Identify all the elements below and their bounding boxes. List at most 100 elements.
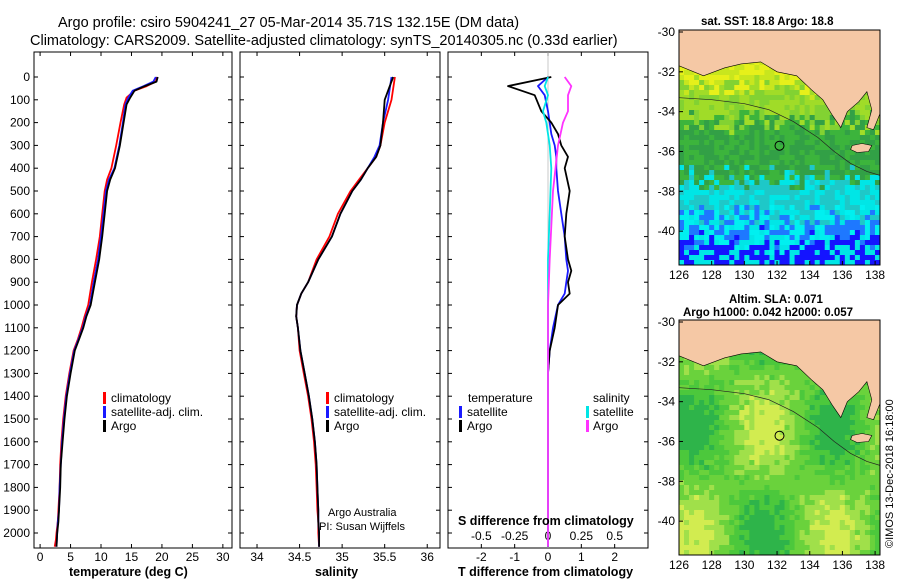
plot-frame (33, 51, 233, 549)
sst-map-title: sat. SST: 18.8 Argo: 18.8 (701, 16, 834, 28)
y-tick-label: 1500 (3, 412, 30, 426)
s-difference-axis-label: S difference from climatology (458, 514, 634, 528)
argo-position-marker (774, 140, 785, 151)
x-tick-label: 2 (611, 550, 618, 564)
map-x-tick-label: 134 (800, 268, 820, 282)
legend-argo: Argo (111, 419, 137, 433)
legend-s-satellite: satellite (593, 405, 634, 419)
t-difference-axis-label: T difference from climatology (458, 565, 633, 579)
y-tick-label: 400 (10, 161, 30, 175)
title-line-1: Argo profile: csiro 5904241_27 05-Mar-20… (58, 15, 519, 31)
x-tick-label: 0 (545, 550, 552, 564)
y-tick-label: 700 (10, 230, 30, 244)
series-line-s-argo (547, 76, 573, 547)
difference-panel: -2 -1 0 1 2-0.5 -0.25 0 0.25 0.5 (447, 51, 649, 564)
sla-map: 126 128 130 132 134 136 138 -30 -32 -34 -36 -38 -40 (658, 315, 886, 572)
map-frame (678, 319, 881, 556)
annotation-argo-australia: Argo Australia (328, 507, 397, 519)
s-diff-tick-label: 0.25 (570, 529, 594, 543)
isobath-line (679, 387, 880, 466)
x-tick-label: 35 (335, 550, 349, 564)
map-y-tick-label: -30 (658, 315, 676, 329)
depth-axis: 0 100 200 300 400 500 600 700 800 900 1000 1100 1200… (3, 70, 30, 540)
map-x-tick-label: 132 (767, 268, 787, 282)
map-x-tick-label: 128 (702, 558, 722, 572)
salinity-legend: climatology satellite-adj. clim. Argo Ar… (319, 391, 426, 533)
sla-map-title: Altim. SLA: 0.071 (729, 294, 824, 306)
x-tick-label: -2 (476, 550, 487, 564)
annotation-pi: PI: Susan Wijffels (319, 521, 405, 533)
y-tick-label: 900 (10, 275, 30, 289)
y-tick-label: 1100 (4, 321, 30, 335)
y-tick-label: 200 (10, 116, 30, 130)
map-y-tick-label: -34 (658, 105, 676, 119)
x-tick-label: 0 (37, 550, 44, 564)
map-y-tick-label: -38 (658, 184, 676, 198)
map-x-tick-label: 138 (865, 558, 885, 572)
map-y-tick-label: -34 (658, 395, 676, 409)
x-tick-label: 36 (421, 550, 435, 564)
y-tick-label: 1900 (3, 503, 30, 517)
y-tick-label: 1000 (3, 298, 30, 312)
x-tick-label: -1 (509, 550, 520, 564)
y-tick-label: 600 (10, 207, 30, 221)
y-tick-label: 0 (23, 70, 30, 84)
map-y-tick-label: -38 (658, 474, 676, 488)
map-y-tick-label: -36 (658, 434, 676, 448)
land-mass (679, 30, 880, 130)
legend-t-satellite: satellite (467, 405, 508, 419)
map-x-tick-label: 136 (832, 558, 852, 572)
temperature-axis-label: temperature (deg C) (69, 565, 188, 579)
map-x-tick-label: 134 (800, 558, 820, 572)
map-x-tick-label: 126 (669, 268, 689, 282)
x-tick-label: 35.5 (373, 550, 397, 564)
map-x-tick-label: 130 (734, 268, 754, 282)
y-tick-label: 1400 (3, 389, 30, 403)
x-tick-label: 10 (94, 550, 108, 564)
series-line-argo (295, 76, 395, 547)
s-diff-tick-label: -0.25 (501, 529, 529, 543)
y-tick-label: 800 (10, 252, 30, 266)
legend-climatology: climatology (334, 391, 394, 405)
map-x-tick-label: 130 (734, 558, 754, 572)
legend-salinity-title: salinity (593, 391, 630, 405)
y-tick-label: 1800 (3, 480, 30, 494)
map-y-tick-label: -40 (658, 514, 676, 528)
temperature-panel: 0 5 10 15 20 25 30 (33, 51, 233, 564)
y-tick-label: 2000 (3, 526, 30, 540)
salinity-panel: 34 34.5 35 35.5 36 (239, 51, 441, 564)
plot-frame (239, 51, 441, 549)
legend-satellite-adj: satellite-adj. clim. (334, 405, 426, 419)
sla-map-subtitle: Argo h1000: 0.042 h2000: 0.057 (683, 307, 853, 319)
map-x-tick-label: 132 (767, 558, 787, 572)
sst-map: 126 128 130 132 134 136 138 -30 -32 -34 -36 -38 -40 (658, 25, 886, 282)
map-y-tick-label: -32 (658, 355, 676, 369)
map-x-tick-label: 126 (669, 558, 689, 572)
island (850, 143, 873, 153)
map-y-tick-label: -32 (658, 65, 676, 79)
map-x-tick-label: 138 (865, 268, 885, 282)
y-tick-label: 300 (10, 138, 30, 152)
y-tick-label: 500 (10, 184, 30, 198)
x-tick-label: 1 (578, 550, 585, 564)
difference-legend: temperature satellite Argo salinity sate… (459, 391, 634, 433)
island (850, 433, 873, 443)
legend-s-argo: Argo (593, 419, 619, 433)
salinity-axis-label: salinity (315, 565, 358, 579)
credit-text: ©IMOS 13-Dec-2018 16:18:00 (884, 399, 896, 548)
map-y-tick-label: -30 (658, 25, 676, 39)
y-tick-label: 1600 (3, 435, 30, 449)
s-diff-tick-label: 0.5 (606, 529, 623, 543)
legend-temperature-title: temperature (468, 391, 533, 405)
y-tick-label: 100 (10, 93, 30, 107)
legend-argo: Argo (334, 419, 360, 433)
x-tick-label: 20 (155, 550, 169, 564)
x-tick-label: 25 (186, 550, 200, 564)
argo-position-marker (774, 430, 785, 441)
y-tick-label: 1200 (3, 344, 30, 358)
map-y-tick-label: -40 (658, 224, 676, 238)
map-y-tick-label: -36 (658, 144, 676, 158)
x-tick-label: 5 (67, 550, 74, 564)
map-frame (678, 29, 881, 266)
